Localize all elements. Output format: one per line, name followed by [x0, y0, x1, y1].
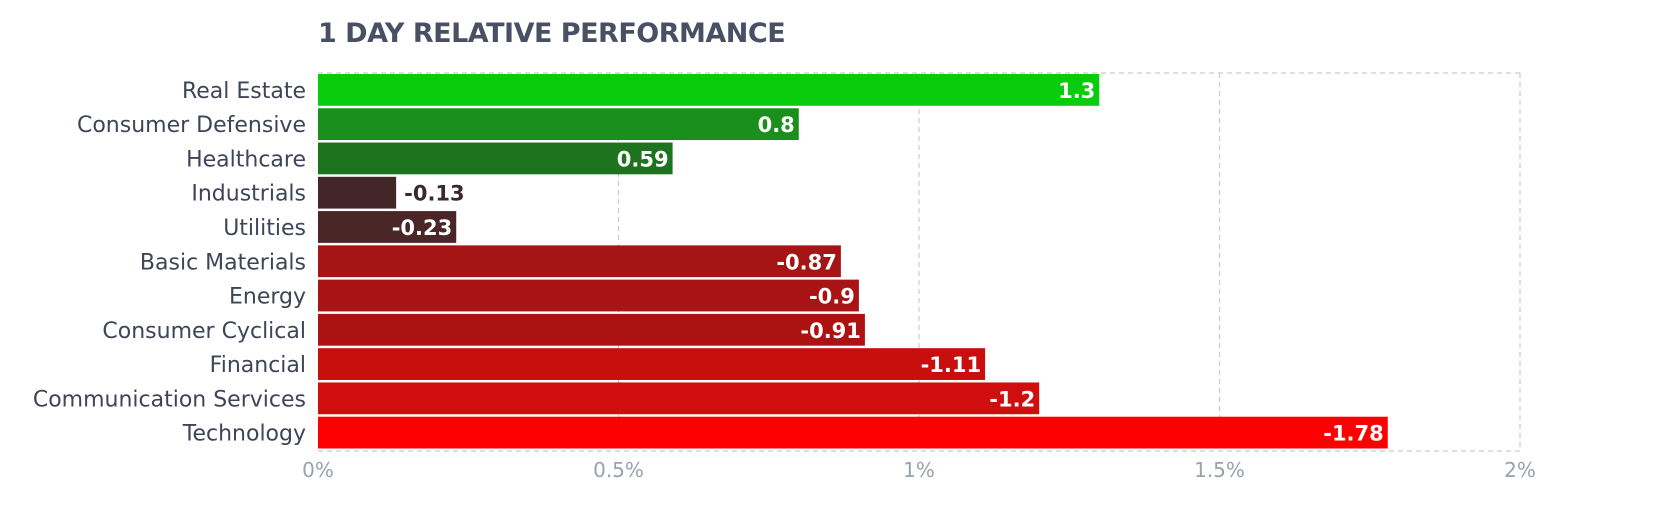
- value-label: 1.3: [1058, 79, 1095, 103]
- category-label: Healthcare: [186, 147, 306, 172]
- bar: [318, 108, 799, 141]
- category-labels: Real Estate Consumer Defensive Healthcare I…: [33, 79, 306, 447]
- x-tick-label: 2%: [1504, 458, 1536, 482]
- chart-title: 1 DAY RELATIVE PERFORMANCE: [318, 18, 786, 49]
- value-label: -0.23: [392, 216, 453, 240]
- category-label: Technology: [182, 422, 306, 447]
- bar: [318, 211, 457, 243]
- bar: [318, 416, 1388, 449]
- bar: [318, 176, 397, 209]
- value-label: -1.11: [921, 353, 982, 377]
- category-label: Real Estate: [182, 79, 306, 104]
- bar: [318, 245, 841, 278]
- bar: [318, 279, 859, 312]
- category-label: Consumer Cyclical: [102, 319, 306, 344]
- category-label: Financial: [210, 353, 306, 378]
- value-label: 0.8: [758, 113, 795, 137]
- category-label: Communication Services: [33, 387, 306, 412]
- bar: [318, 382, 1040, 415]
- category-label: Industrials: [191, 182, 306, 207]
- value-label: -1.78: [1323, 422, 1384, 446]
- bar: [318, 74, 1100, 106]
- x-tick-label: 1.5%: [1194, 458, 1245, 482]
- value-label: -0.91: [800, 319, 861, 343]
- value-label: -0.13: [404, 182, 465, 206]
- value-label: 0.59: [617, 147, 669, 171]
- category-label: Consumer Defensive: [77, 113, 306, 138]
- category-label: Basic Materials: [140, 250, 306, 275]
- bar: [318, 313, 865, 346]
- x-tick-label: 1%: [903, 458, 935, 482]
- value-label: -0.87: [776, 250, 837, 274]
- x-tick-label: 0%: [302, 458, 334, 482]
- value-label: -0.9: [809, 285, 855, 309]
- bar: [318, 142, 673, 175]
- x-tick-label: 0.5%: [593, 458, 644, 482]
- value-label: -1.2: [989, 387, 1035, 411]
- bars: 1.30.80.59-0.13-0.23-0.87-0.9-0.91-1.11-…: [318, 74, 1388, 449]
- bar: [318, 348, 986, 380]
- category-label: Energy: [229, 285, 306, 310]
- x-axis-ticks: 0% 0.5% 1% 1.5% 2%: [302, 458, 1536, 482]
- category-label: Utilities: [223, 216, 306, 241]
